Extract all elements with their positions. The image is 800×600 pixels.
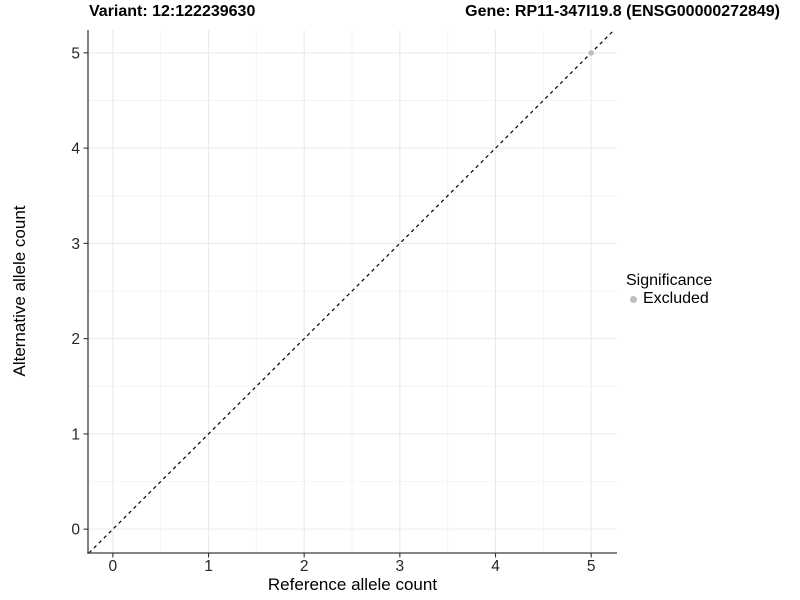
x-tick-label: 3 bbox=[396, 558, 405, 575]
x-axis-title: Reference allele count bbox=[267, 575, 438, 594]
legend: Significance Excluded bbox=[626, 271, 712, 308]
y-tick-label: 2 bbox=[71, 331, 80, 348]
y-tick-label: 4 bbox=[71, 141, 80, 158]
plot-title-variant: Variant: 12:122239630 bbox=[89, 3, 256, 20]
legend-item-label: Excluded bbox=[643, 290, 709, 307]
y-tick-label: 3 bbox=[71, 236, 80, 253]
x-tick-label: 2 bbox=[300, 558, 309, 575]
y-axis-title: Alternative allele count bbox=[10, 205, 29, 377]
plot-title-gene: Gene: RP11-347I19.8 (ENSG00000272849) bbox=[465, 3, 780, 20]
y-tick-label: 0 bbox=[71, 522, 80, 539]
x-tick-label: 4 bbox=[491, 558, 500, 575]
excluded-point-icon bbox=[630, 295, 637, 303]
x-tick-label: 0 bbox=[109, 558, 118, 575]
x-tick-label: 5 bbox=[587, 558, 596, 575]
y-tick-label: 1 bbox=[71, 426, 80, 443]
data-point bbox=[588, 50, 594, 56]
x-tick-label: 1 bbox=[204, 558, 213, 575]
legend-title: Significance bbox=[626, 272, 713, 289]
identity-dashed-line bbox=[88, 29, 615, 554]
legend-item-excluded: Excluded bbox=[626, 290, 712, 308]
y-tick-label: 5 bbox=[71, 45, 80, 62]
